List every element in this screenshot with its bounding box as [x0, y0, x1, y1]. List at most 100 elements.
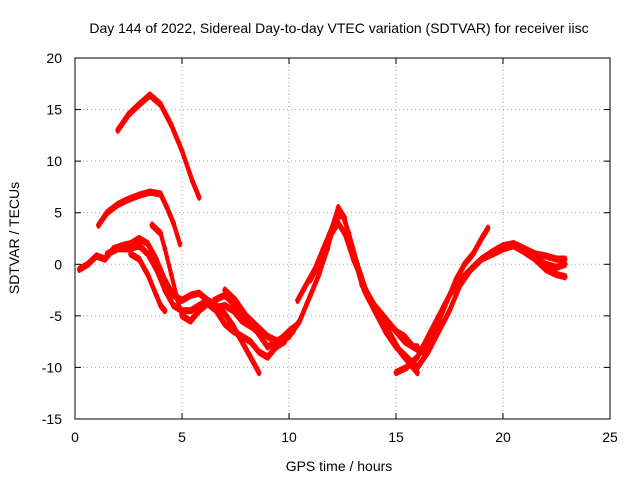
x-tick-label: 20: [495, 429, 511, 445]
data-point: [188, 292, 194, 298]
data-point: [85, 261, 91, 267]
data-point: [170, 220, 176, 226]
data-point: [190, 179, 196, 185]
data-point: [307, 292, 313, 298]
data-point: [342, 230, 348, 236]
data-point: [447, 308, 452, 314]
data-point: [485, 225, 491, 231]
series-group: [76, 91, 568, 377]
data-point: [543, 261, 549, 267]
data-point: [243, 313, 249, 319]
data-point: [350, 256, 356, 262]
data-point: [479, 256, 485, 262]
data-point: [361, 287, 367, 293]
data-point: [248, 339, 253, 345]
data-point: [162, 308, 168, 314]
data-point: [297, 318, 303, 324]
y-tick-label: -15: [42, 411, 62, 427]
data-point: [425, 349, 431, 355]
data-point: [164, 205, 170, 211]
data-point: [188, 308, 194, 314]
y-tick-label: 0: [54, 256, 62, 272]
data-point: [316, 261, 322, 267]
data-point: [179, 313, 185, 319]
data-point: [303, 282, 309, 288]
data-point: [145, 251, 151, 257]
data-point: [230, 308, 236, 314]
data-point: [265, 334, 271, 339]
data-point: [393, 328, 399, 334]
data-point: [136, 256, 142, 262]
data-point: [414, 354, 420, 360]
data-point: [162, 246, 168, 252]
x-tick-label: 10: [281, 429, 297, 445]
data-point: [115, 202, 121, 207]
data-point: [179, 148, 185, 154]
data-point: [335, 220, 341, 226]
data-point: [162, 287, 168, 293]
data-point: [265, 354, 271, 360]
data-point: [462, 261, 467, 267]
data-point: [489, 251, 495, 257]
data-point: [115, 246, 121, 252]
data-point: [147, 189, 153, 195]
data-point: [188, 318, 194, 324]
y-tick-label: -10: [42, 359, 62, 375]
data-point: [359, 277, 365, 283]
x-tick-label: 5: [178, 429, 186, 445]
data-point: [500, 246, 506, 252]
data-point: [149, 222, 155, 228]
data-point: [104, 251, 110, 257]
data-point: [254, 323, 260, 329]
data-point: [468, 266, 474, 272]
data-point: [307, 277, 313, 283]
data-point: [256, 370, 262, 376]
data-point: [136, 236, 142, 241]
series-line: [150, 225, 287, 361]
data-point: [93, 253, 99, 259]
data-point: [96, 222, 101, 228]
data-point: [340, 212, 345, 218]
data-point: [115, 127, 121, 133]
data-point: [196, 290, 202, 296]
data-point: [136, 101, 142, 107]
data-point: [126, 246, 131, 252]
data-point: [158, 230, 164, 236]
data-point: [145, 241, 151, 247]
data-point: [265, 344, 271, 350]
data-point: [479, 236, 485, 241]
data-point: [168, 272, 174, 278]
x-tick-label: 25: [602, 429, 618, 445]
data-point: [393, 370, 399, 376]
y-axis-label: SDTVAR / TECUs: [6, 182, 22, 294]
data-point: [170, 303, 176, 308]
data-point: [393, 344, 399, 350]
data-point: [470, 251, 476, 257]
data-point: [316, 272, 322, 278]
data-point: [222, 303, 228, 308]
data-point: [543, 253, 549, 259]
y-tick-label: 20: [46, 50, 62, 66]
data-point: [425, 334, 431, 339]
data-point: [414, 370, 420, 376]
data-point: [147, 92, 153, 98]
data-point: [153, 266, 159, 272]
data-point: [346, 230, 352, 236]
data-point: [153, 256, 159, 262]
data-point: [286, 334, 292, 339]
data-point: [76, 266, 82, 272]
data-point: [248, 354, 253, 360]
series-arc-1: [115, 91, 202, 201]
axis-ticks: 0 5 10 15 20 25 -15 -10 -5 0 5 10 15 20: [42, 50, 618, 445]
data-point: [128, 251, 134, 257]
data-point: [136, 243, 142, 249]
data-point: [153, 292, 159, 298]
data-point: [414, 364, 420, 370]
data-point: [126, 196, 131, 202]
data-point: [168, 122, 174, 128]
data-point: [372, 308, 378, 314]
data-point: [335, 205, 341, 211]
data-point: [145, 272, 151, 278]
data-point: [177, 241, 183, 247]
